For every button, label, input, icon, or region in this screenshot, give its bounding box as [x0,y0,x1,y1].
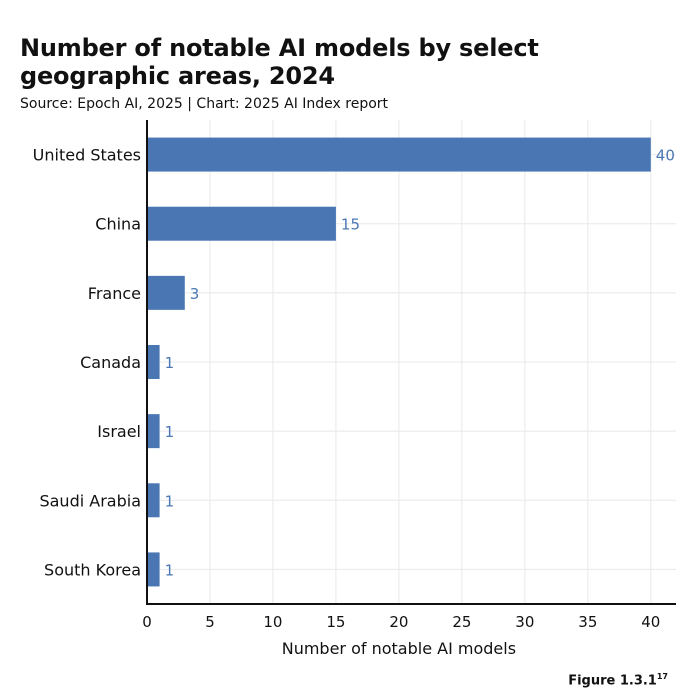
axes [146,120,676,605]
category-label: China [95,215,141,234]
x-tick-label: 25 [452,613,471,631]
chart-title: Number of notable AI models by select ge… [20,34,539,90]
bar-canada [147,345,160,379]
category-label: Saudi Arabia [39,491,141,510]
value-label: 40 [656,147,675,165]
bar-saudi-arabia [147,483,160,518]
category-label: France [88,284,141,303]
bar-china [147,206,336,241]
figure-label-text: Figure 1.3.1 [568,673,657,688]
x-tick-label: 10 [263,613,282,631]
x-tick-label: 0 [142,613,152,631]
labels: 0 5 10 15 20 25 30 35 40 40 United States 15 China 3 F… [33,146,675,658]
x-axis-title: Number of notable AI models [282,639,516,658]
x-tick-label: 5 [205,613,215,631]
value-label: 1 [165,492,175,510]
figure-footnote: 17 [656,671,668,681]
chart-source: Source: Epoch AI, 2025 | Chart: 2025 AI … [20,96,389,112]
value-label: 15 [341,216,360,234]
category-label: Canada [80,353,141,372]
value-label: 1 [165,561,175,579]
bars [147,137,651,587]
bar-united-states [147,137,651,172]
category-label: South Korea [44,560,141,579]
value-label: 3 [190,285,200,303]
value-label: 1 [165,354,175,372]
x-tick-label: 15 [326,613,345,631]
value-label: 1 [165,423,175,441]
bar-israel [147,414,160,449]
bar-france [147,275,185,310]
bar-south-korea [147,552,160,587]
grid-lines [147,120,676,604]
x-tick-label: 30 [515,613,534,631]
figure-number: Figure 1.3.117 [568,672,668,688]
category-label: Israel [97,422,141,441]
x-tick-label: 35 [578,613,597,631]
category-label: United States [33,146,141,165]
x-tick-label: 20 [389,613,408,631]
x-tick-label: 40 [641,613,660,631]
